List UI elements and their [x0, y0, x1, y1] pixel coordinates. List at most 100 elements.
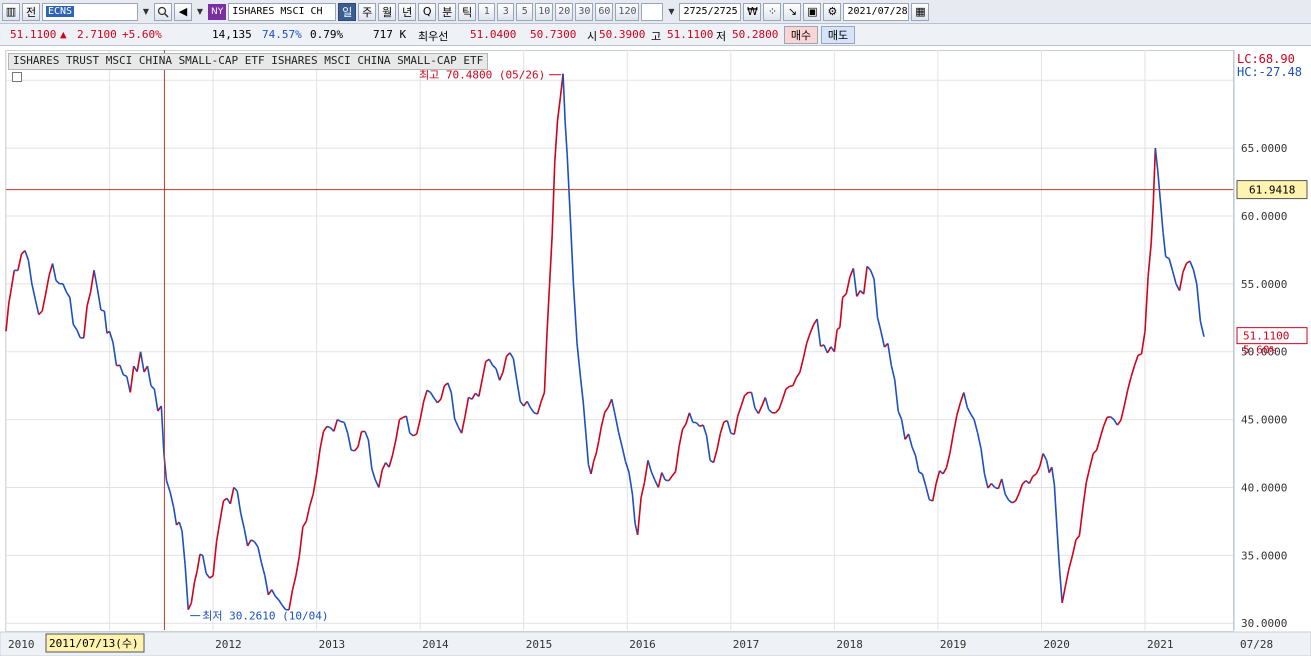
interval-30[interactable]: 30 — [575, 2, 594, 21]
price-segment — [31, 283, 37, 300]
price-segment — [799, 358, 805, 373]
price-segment — [880, 331, 886, 348]
price-segment — [129, 366, 135, 393]
interval-20[interactable]: 20 — [555, 2, 574, 21]
price-segment — [277, 599, 283, 606]
interval-3[interactable]: 3 — [497, 2, 515, 21]
price-segment — [540, 392, 546, 403]
price-segment — [48, 263, 54, 276]
price-segment — [674, 446, 680, 472]
price-segment — [668, 475, 673, 482]
chart-tool-icon[interactable]: ↘ — [783, 2, 802, 21]
search-icon[interactable] — [154, 2, 172, 21]
period-minute[interactable]: 분 — [438, 2, 457, 21]
date-field[interactable]: 2021/07/28 — [843, 2, 910, 21]
price-segment — [1182, 263, 1188, 273]
price-segment — [1058, 569, 1063, 603]
exchange-badge: NY — [208, 3, 227, 20]
price-segment — [1147, 243, 1152, 277]
price-segment — [945, 452, 951, 468]
x-tick-label: 2015 — [526, 638, 553, 651]
price-segment — [764, 397, 770, 410]
price-segment — [1116, 419, 1122, 426]
price-segment — [792, 377, 798, 386]
price-segment — [990, 482, 996, 488]
price-segment — [82, 305, 88, 339]
price-segment — [795, 371, 801, 378]
price-segment — [27, 260, 33, 284]
interval-60[interactable]: 60 — [595, 2, 614, 21]
price-segment — [820, 344, 825, 347]
price-segment — [1008, 499, 1013, 504]
interval-10[interactable]: 10 — [535, 2, 554, 21]
save-icon[interactable]: ▣ — [803, 2, 822, 21]
price-segment — [569, 217, 575, 284]
chart-area[interactable] — [5, 50, 1234, 632]
open-value: 50.3900 — [599, 28, 646, 41]
symbol-dropdown-icon[interactable]: ▼ — [142, 7, 150, 16]
price-segment — [805, 332, 811, 344]
price-segment — [866, 265, 872, 271]
period-quarter[interactable]: Q — [418, 2, 437, 21]
currency-icon[interactable]: ₩ — [743, 2, 762, 21]
ask-value: 50.7300 — [530, 28, 577, 41]
interval-dropdown-icon[interactable]: ▼ — [668, 7, 675, 16]
price-segment — [1071, 539, 1077, 556]
period-day[interactable]: 일 — [338, 2, 357, 21]
price-segment — [845, 276, 851, 294]
period-week[interactable]: 주 — [358, 2, 377, 21]
chart-menu-icon[interactable] — [12, 72, 22, 82]
y-tick-label: 65.0000 — [1241, 142, 1287, 155]
price-segment — [333, 419, 339, 432]
price-segment — [340, 420, 345, 424]
count-total: /2725 — [707, 6, 738, 17]
x-tick-label: 2020 — [1043, 638, 1070, 651]
price-segment — [190, 582, 196, 604]
interval-120[interactable]: 120 — [615, 2, 640, 21]
price-segment — [178, 521, 183, 532]
last-price-box — [1236, 327, 1308, 345]
count-field[interactable]: 2725/2725 — [679, 2, 742, 21]
price-segment — [856, 290, 861, 297]
price-segment — [1075, 535, 1081, 541]
price-segment — [980, 448, 986, 474]
price-segment — [816, 318, 822, 347]
price-segment — [1018, 483, 1024, 494]
price-segment — [529, 407, 535, 414]
price-segment — [1165, 255, 1170, 260]
price-segment — [264, 575, 270, 595]
speaker-icon[interactable]: ◀ — [174, 2, 192, 21]
layout-icon[interactable]: ▥ — [2, 2, 20, 21]
price-segment — [291, 575, 297, 591]
price-segment — [450, 392, 456, 420]
price-segment — [959, 392, 965, 404]
last-change-label: 5.60% — [1243, 344, 1276, 357]
gear-icon[interactable]: ⚙ — [823, 2, 842, 21]
high-value: 51.1100 — [667, 28, 714, 41]
period-year[interactable]: 년 — [398, 2, 417, 21]
price-value: 51.1100 — [10, 28, 57, 41]
interval-5[interactable]: 5 — [516, 2, 534, 21]
price-segment — [590, 461, 595, 475]
price-segment — [712, 449, 718, 463]
symbol-input[interactable]: ECNS — [42, 2, 138, 21]
buy-button[interactable]: 매수 — [784, 26, 818, 44]
custom-interval-input[interactable] — [641, 2, 664, 21]
calendar-icon[interactable]: ▦ — [911, 2, 930, 21]
sell-button[interactable]: 매도 — [821, 26, 855, 44]
price-segment — [1154, 148, 1159, 173]
price-segment — [695, 422, 701, 427]
period-tick[interactable]: 틱 — [458, 2, 477, 21]
price-segment — [823, 344, 829, 354]
price-segment — [1011, 500, 1016, 504]
settings-grid-icon[interactable]: ⁘ — [763, 2, 782, 21]
interval-1[interactable]: 1 — [478, 2, 496, 21]
high-label: 고 — [651, 30, 662, 43]
period-month[interactable]: 월 — [378, 2, 397, 21]
jeon-button[interactable]: 전 — [22, 2, 40, 21]
price-segment — [274, 595, 280, 601]
price-segment — [481, 361, 487, 380]
price-segment — [1109, 416, 1115, 421]
speaker-dropdown-icon[interactable]: ▼ — [196, 7, 204, 16]
